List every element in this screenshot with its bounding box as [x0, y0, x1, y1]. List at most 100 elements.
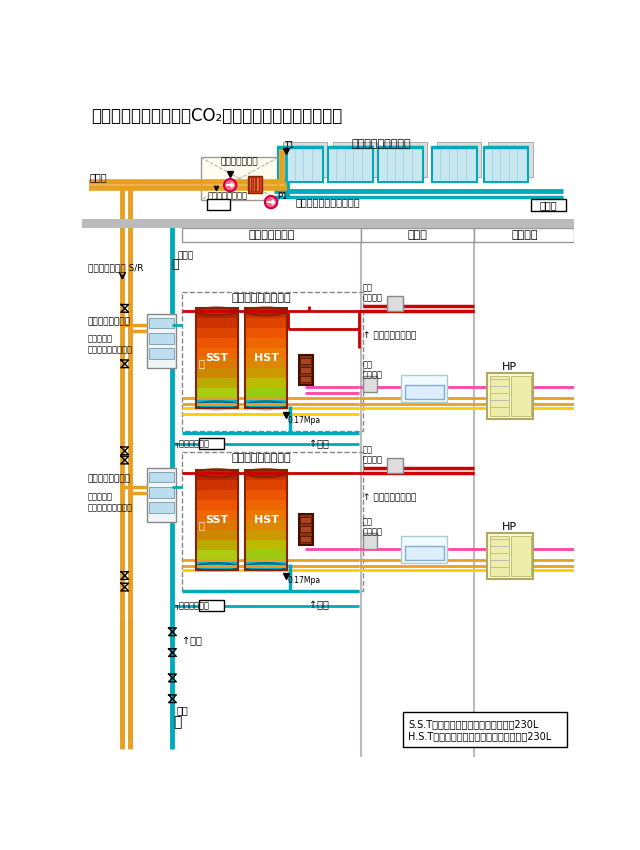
Bar — [328, 147, 372, 182]
Bar — [401, 536, 447, 564]
Bar — [300, 376, 311, 382]
Text: ソーラー熱交換機: ソーラー熱交換機 — [88, 475, 131, 484]
Bar — [147, 314, 176, 368]
Text: 台所
リモコン: 台所 リモコン — [363, 445, 383, 464]
Text: ～: ～ — [198, 359, 205, 368]
Bar — [245, 530, 287, 541]
Text: 浴室
リモコン: 浴室 リモコン — [363, 360, 383, 380]
Text: ソーラーコレクター: ソーラーコレクター — [351, 139, 411, 149]
Bar — [300, 526, 311, 532]
Bar — [283, 142, 327, 178]
Bar — [511, 376, 531, 416]
Text: ～: ～ — [173, 715, 182, 728]
Text: 台所
リモコン: 台所 リモコン — [363, 283, 383, 303]
Bar — [511, 536, 531, 576]
Bar — [245, 490, 287, 501]
Bar — [488, 142, 533, 178]
Bar — [196, 309, 238, 409]
Bar — [201, 157, 278, 200]
Text: 0.17Mpa: 0.17Mpa — [288, 416, 321, 424]
Bar — [432, 147, 477, 182]
Bar — [299, 354, 312, 385]
Bar — [245, 348, 287, 360]
Bar — [149, 333, 174, 343]
Text: 給水管: 給水管 — [178, 252, 194, 260]
Bar — [245, 520, 287, 531]
Bar — [196, 480, 238, 490]
Bar — [196, 540, 238, 551]
Bar — [196, 338, 238, 349]
Text: 太陽熱回収装置: 太陽熱回収装置 — [221, 157, 259, 167]
Bar — [245, 368, 287, 379]
Bar — [149, 348, 174, 360]
Bar — [387, 458, 403, 473]
Circle shape — [224, 179, 236, 191]
Text: 流量調整弁
バランシングバルブ: 流量調整弁 バランシングバルブ — [88, 493, 132, 512]
Text: HST: HST — [253, 354, 278, 364]
Bar — [245, 309, 287, 319]
Bar — [196, 550, 238, 561]
Bar — [196, 359, 238, 369]
Bar — [196, 490, 238, 501]
Bar — [245, 388, 287, 399]
Ellipse shape — [245, 308, 287, 315]
Text: S.S.T：ソーラーストレージタンク　230L: S.S.T：ソーラーストレージタンク 230L — [408, 719, 538, 729]
Text: ブライン回路（不凍液）: ブライン回路（不凍液） — [296, 197, 360, 207]
Bar — [149, 502, 174, 513]
Text: ソーラー熱媒管 S/R: ソーラー熱媒管 S/R — [88, 263, 143, 272]
Bar — [486, 533, 533, 580]
Bar — [436, 142, 481, 178]
Bar — [182, 452, 363, 591]
Bar — [245, 399, 287, 409]
Bar — [278, 147, 323, 182]
Ellipse shape — [196, 469, 238, 477]
Bar — [363, 533, 376, 548]
Bar — [403, 711, 566, 747]
Text: ～: ～ — [171, 258, 179, 271]
Ellipse shape — [245, 401, 287, 409]
Bar — [300, 517, 311, 524]
Bar — [249, 178, 251, 191]
Ellipse shape — [245, 469, 287, 477]
Text: 給水: 給水 — [176, 706, 188, 716]
Bar — [401, 376, 447, 402]
Bar — [253, 178, 255, 191]
Bar — [182, 229, 361, 242]
Bar — [490, 536, 509, 576]
Bar — [300, 367, 311, 373]
Text: HP: HP — [502, 362, 517, 372]
Bar — [149, 487, 174, 498]
Text: ↑ キッチン・洗面台: ↑ キッチン・洗面台 — [363, 332, 416, 341]
Bar — [245, 550, 287, 561]
Bar — [196, 510, 238, 521]
Bar — [196, 470, 238, 570]
Text: SST: SST — [205, 354, 228, 364]
Bar — [196, 399, 238, 409]
Text: ↑給水: ↑給水 — [308, 601, 328, 610]
Circle shape — [265, 196, 277, 208]
Bar — [245, 319, 287, 329]
Text: パイプシャフト: パイプシャフト — [248, 230, 294, 241]
Bar — [245, 309, 287, 409]
Text: ソーラーセントラル＋CO₂ヒートポンプ給湯システム: ソーラーセントラル＋CO₂ヒートポンプ給湯システム — [91, 107, 342, 125]
Text: 住　戸: 住 戸 — [408, 230, 428, 241]
Text: ↑給水: ↑給水 — [308, 439, 328, 449]
Text: T1: T1 — [284, 141, 294, 150]
Bar — [149, 472, 174, 483]
Text: 0.17Mpa: 0.17Mpa — [288, 576, 321, 586]
Bar — [474, 229, 575, 242]
Bar — [245, 470, 287, 570]
Text: ↑ キッチン・洗面台: ↑ キッチン・洗面台 — [363, 493, 416, 502]
Bar — [531, 199, 566, 212]
Bar — [196, 388, 238, 399]
Bar — [300, 536, 311, 541]
Text: 水回路: 水回路 — [90, 172, 107, 182]
Bar — [245, 338, 287, 349]
Bar — [196, 348, 238, 360]
Bar — [207, 199, 230, 210]
Bar — [245, 500, 287, 511]
Ellipse shape — [196, 564, 238, 571]
Bar — [196, 560, 238, 571]
Bar — [149, 318, 174, 328]
Text: P1: P1 — [277, 192, 287, 201]
